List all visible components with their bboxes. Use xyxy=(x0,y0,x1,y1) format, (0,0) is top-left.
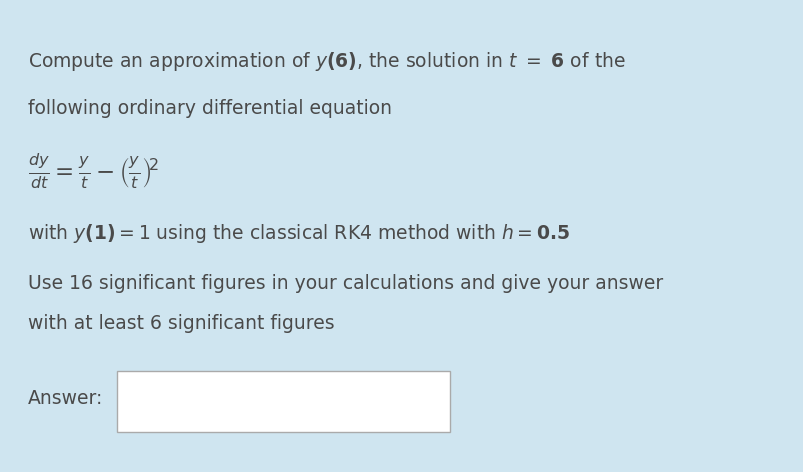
Text: with $\mathbf{\mathit{y}}\mathbf{(1)} = 1$ using the classical RK4 method with $: with $\mathbf{\mathit{y}}\mathbf{(1)} = … xyxy=(28,222,569,245)
FancyBboxPatch shape xyxy=(116,371,450,432)
Text: Answer:: Answer: xyxy=(28,389,104,408)
Text: Use 16 significant figures in your calculations and give your answer: Use 16 significant figures in your calcu… xyxy=(28,274,662,293)
Text: $\frac{dy}{dt} = \frac{y}{t} - \left(\frac{y}{t}\right)^{\!2}$: $\frac{dy}{dt} = \frac{y}{t} - \left(\fr… xyxy=(28,151,159,191)
Text: following ordinary differential equation: following ordinary differential equation xyxy=(28,99,392,118)
Text: Compute an approximation of $\mathbf{\mathit{y}}$$\mathbf{(6)}$, the solution in: Compute an approximation of $\mathbf{\ma… xyxy=(28,50,625,73)
Text: with at least 6 significant figures: with at least 6 significant figures xyxy=(28,314,334,333)
